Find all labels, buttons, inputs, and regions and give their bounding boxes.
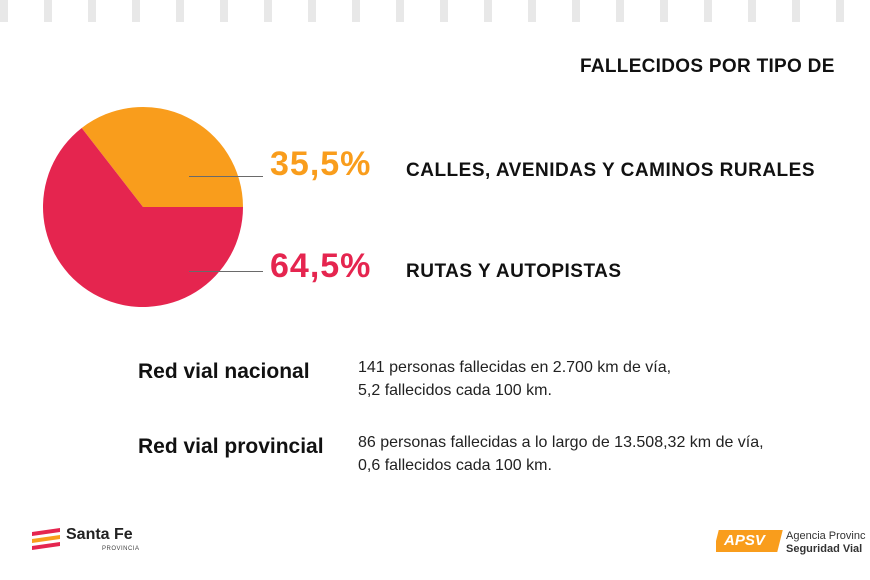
- pie-slice-calles: [81, 107, 243, 207]
- apsv-badge-text: APSV: [724, 532, 765, 549]
- slice-label-calles: CALLES, AVENIDAS Y CAMINOS RURALES: [406, 160, 816, 181]
- santa-fe-sub: PROVINCIA: [102, 546, 140, 552]
- santa-fe-flag-icon: [32, 528, 60, 550]
- stat-label-nacional: Red vial nacional: [138, 360, 310, 383]
- santa-fe-logo: Santa Fe PROVINCIA: [30, 524, 170, 558]
- slice-label-rutas: RUTAS Y AUTOPISTAS: [406, 261, 622, 282]
- slice-percent-rutas: 64,5%: [270, 247, 372, 285]
- top-decorative-strip: [0, 0, 870, 22]
- leader-line-rutas: [189, 271, 263, 272]
- stat-text-nacional-2: 5,2 fallecidos cada 100 km.: [358, 382, 552, 399]
- chart-title: FALLECIDOS POR TIPO DE: [580, 56, 835, 77]
- leader-line-calles: [189, 176, 263, 177]
- stat-label-provincial: Red vial provincial: [138, 435, 324, 458]
- pie-chart: [43, 107, 244, 307]
- apsv-line-1: Agencia Provinc: [786, 530, 866, 542]
- stat-text-provincial-2: 0,6 fallecidos cada 100 km.: [358, 457, 552, 474]
- pie-slice-rutas: [43, 127, 244, 307]
- stat-text-provincial-1: 86 personas fallecidas a lo largo de 13.…: [358, 434, 764, 451]
- santa-fe-name: Santa Fe: [66, 526, 133, 543]
- apsv-line-2: Seguridad Vial: [786, 543, 863, 555]
- stat-text-nacional-1: 141 personas fallecidas en 2.700 km de v…: [358, 359, 672, 376]
- apsv-logo: APSV Agencia Provinc Seguridad Vial: [716, 524, 870, 558]
- slice-percent-calles: 35,5%: [270, 145, 372, 183]
